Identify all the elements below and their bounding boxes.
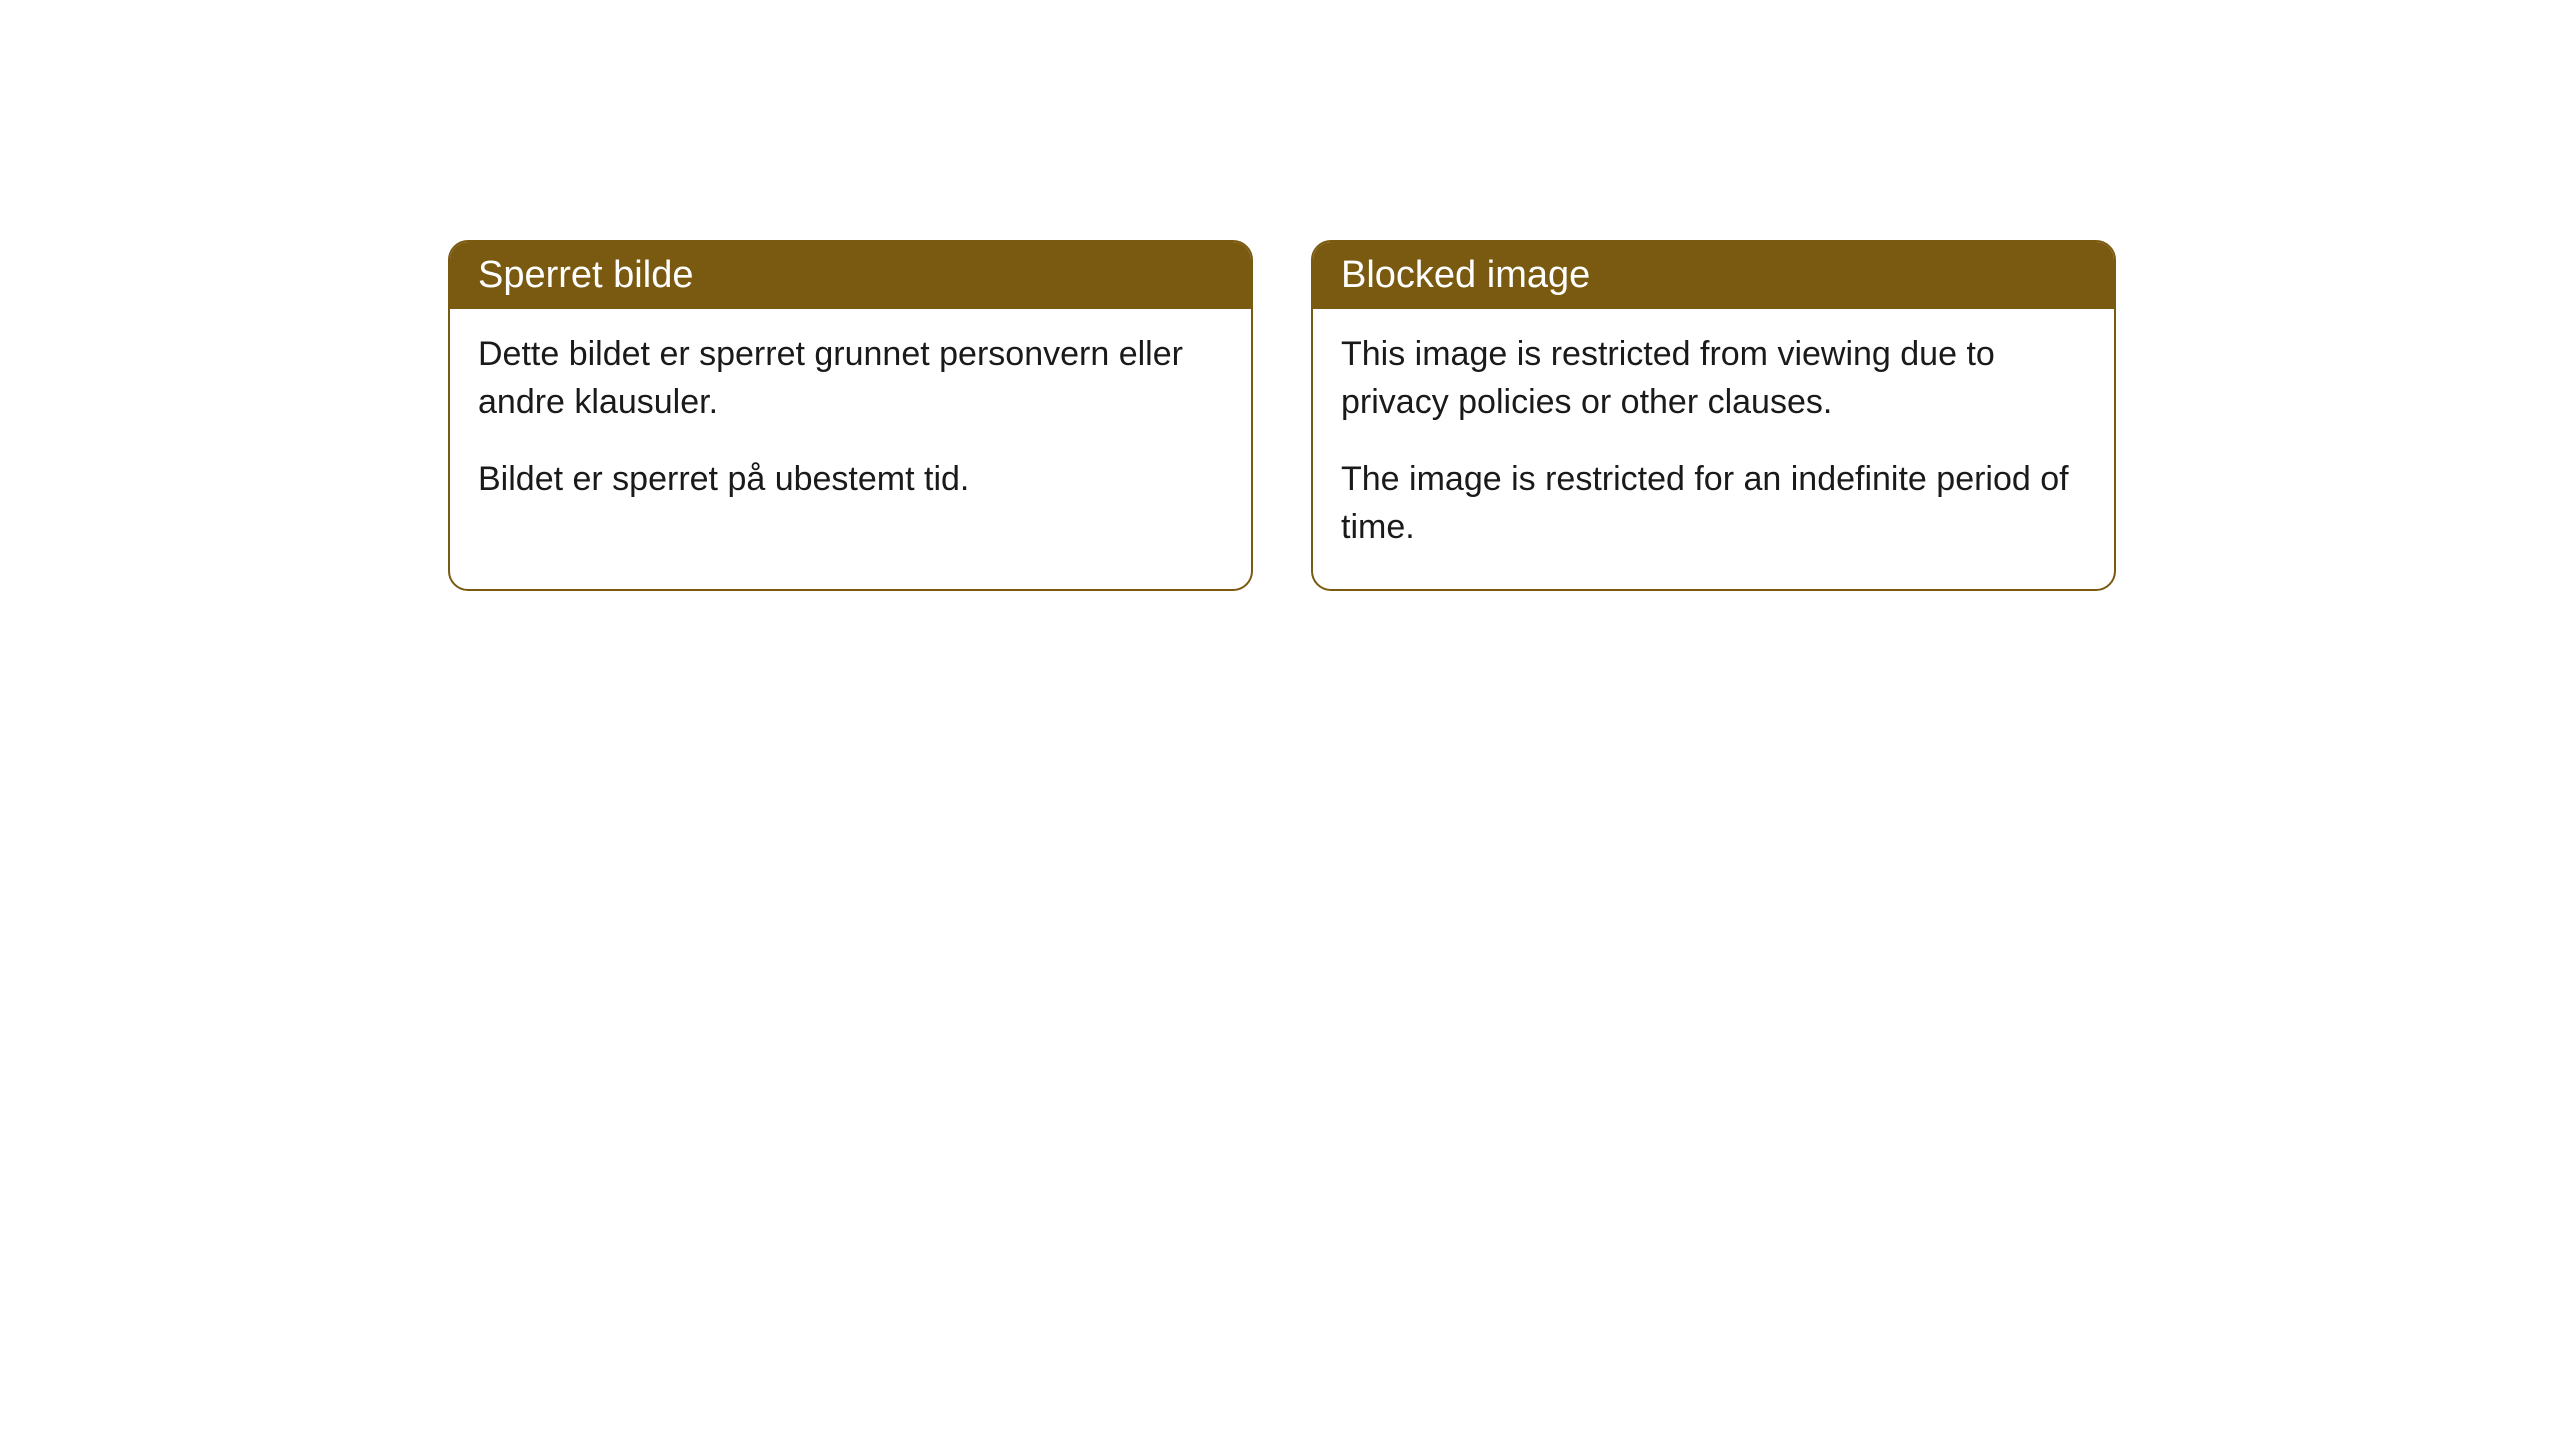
card-body-norwegian: Dette bildet er sperret grunnet personve… xyxy=(450,309,1251,542)
card-paragraph-2-english: The image is restricted for an indefinit… xyxy=(1341,456,2086,551)
card-paragraph-1-english: This image is restricted from viewing du… xyxy=(1341,331,2086,426)
card-paragraph-1-norwegian: Dette bildet er sperret grunnet personve… xyxy=(478,331,1223,426)
card-body-english: This image is restricted from viewing du… xyxy=(1313,309,2114,589)
card-norwegian: Sperret bilde Dette bildet er sperret gr… xyxy=(448,240,1253,591)
cards-container: Sperret bilde Dette bildet er sperret gr… xyxy=(448,240,2560,591)
card-header-english: Blocked image xyxy=(1313,242,2114,309)
card-header-norwegian: Sperret bilde xyxy=(450,242,1251,309)
card-title-english: Blocked image xyxy=(1341,254,1590,296)
card-title-norwegian: Sperret bilde xyxy=(478,254,693,296)
card-english: Blocked image This image is restricted f… xyxy=(1311,240,2116,591)
card-paragraph-2-norwegian: Bildet er sperret på ubestemt tid. xyxy=(478,456,1223,504)
